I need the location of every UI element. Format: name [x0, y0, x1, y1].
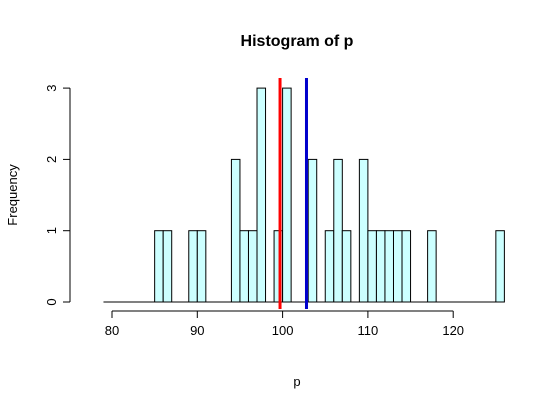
- x-tick-label: 120: [442, 323, 464, 338]
- histogram-bar: [154, 230, 164, 303]
- x-axis-label: p: [293, 374, 300, 389]
- histogram-bar: [324, 230, 335, 303]
- y-tick-label: 3: [44, 84, 59, 91]
- chart-title: Histogram of p: [241, 33, 354, 50]
- histogram-bar: [188, 230, 198, 303]
- histogram-bar: [256, 87, 267, 303]
- histogram-bar: [333, 158, 343, 303]
- y-tick-label: 2: [44, 156, 59, 163]
- y-tick-label: 1: [44, 227, 59, 234]
- y-axis: 0 1 2 3: [44, 84, 71, 306]
- x-tick-label: 100: [272, 323, 294, 338]
- reference-lines: [278, 78, 308, 309]
- x-axis: 80 90 100 110 120: [105, 310, 464, 338]
- histogram-bar: [247, 230, 258, 303]
- y-axis-label: Frequency: [5, 164, 20, 226]
- histogram-bar: [375, 230, 386, 303]
- histogram-bar: [162, 230, 173, 303]
- x-tick-label: 80: [105, 323, 119, 338]
- histogram-bar: [341, 230, 352, 303]
- x-tick-label: 90: [190, 323, 204, 338]
- x-tick-label: 110: [358, 323, 379, 338]
- histogram-bar: [401, 230, 412, 303]
- histogram-bar: [495, 230, 505, 303]
- histogram-bars: [154, 87, 505, 303]
- histogram-bar: [196, 230, 207, 303]
- histogram-bar: [239, 230, 249, 303]
- histogram-bar: [427, 230, 437, 303]
- histogram-bar: [282, 87, 292, 303]
- histogram-bar: [367, 230, 377, 303]
- y-tick-label: 0: [44, 298, 59, 305]
- histogram-bar: [384, 230, 394, 303]
- histogram-bar: [392, 230, 403, 303]
- histogram-bar: [230, 158, 241, 303]
- histogram-bar: [358, 158, 369, 303]
- histogram-bar: [307, 158, 318, 303]
